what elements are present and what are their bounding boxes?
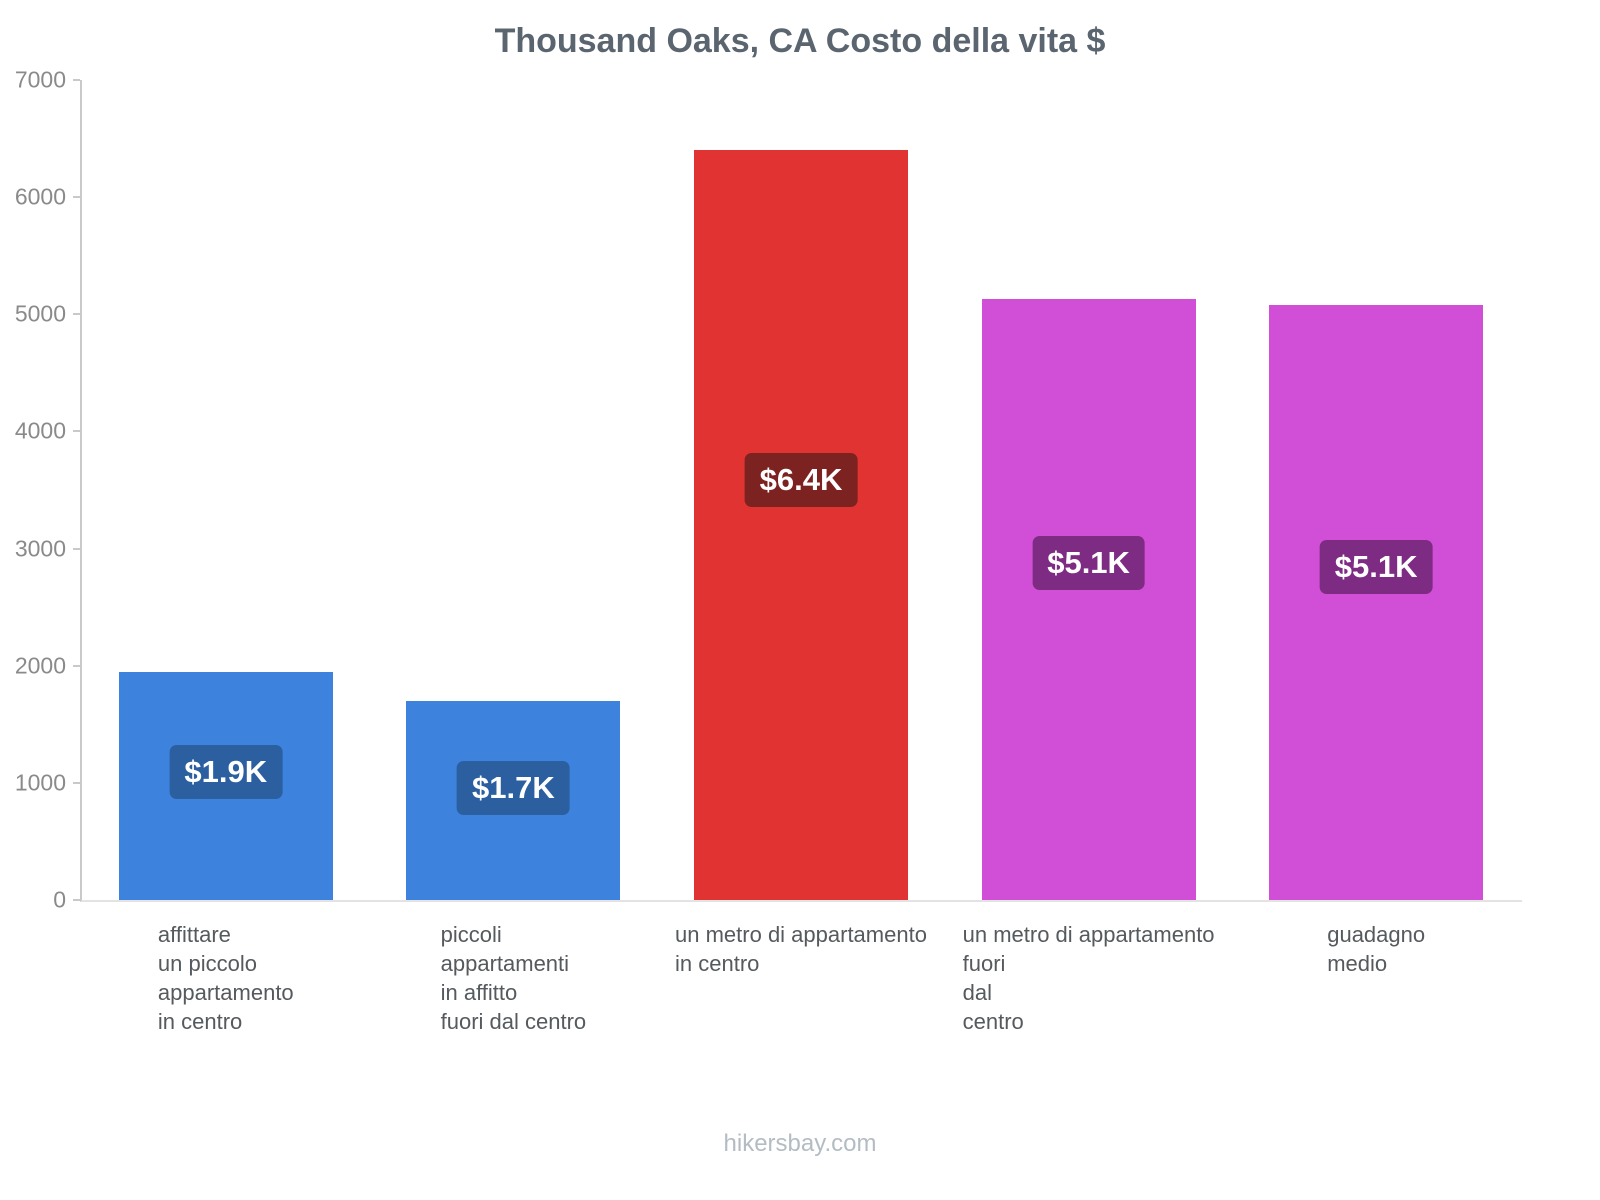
category-labels: affittare un piccolo appartamento in centro… [82, 920, 1520, 1036]
category-label-line: un metro di appartamento [675, 922, 927, 947]
bar: $1.9K [118, 671, 333, 900]
category-label-line: in affitto [440, 980, 518, 1006]
category-cell: affittare un piccolo appartamento in centro [82, 920, 370, 1036]
category-label: un metro di appartamento in centro [675, 920, 927, 1036]
y-axis-tick-mark [73, 664, 80, 667]
bar: $5.1K [1269, 304, 1484, 900]
category-label-line: fuori [962, 951, 1006, 977]
category-label-line: appartamento [157, 980, 294, 1006]
category-label-line: in centro [157, 1009, 243, 1035]
bar-slot: $5.1K [1232, 80, 1520, 900]
value-badge: $1.9K [169, 745, 283, 800]
y-axis-tick-label: 1000 [14, 769, 66, 796]
category-label-line: piccoli [440, 922, 502, 947]
value-badge: $1.7K [457, 761, 570, 816]
y-axis-tick-mark [73, 430, 80, 433]
y-axis-labels: 0 1000 2000 3000 4000 5000 6000 7000 [0, 67, 72, 913]
y-axis-tick-mark [73, 547, 80, 550]
category-cell: un metro di appartamento fuori dal centro [945, 920, 1233, 1036]
category-cell: guadagno medio [1232, 920, 1520, 1036]
category-label: affittare un piccolo appartamento in centro [158, 920, 294, 1036]
bar-slot: $1.9K [82, 80, 370, 900]
category-label-line: centro [962, 1009, 1024, 1035]
category-label: piccoli appartamenti in affitto fuori dal c… [441, 920, 587, 1036]
value-badge: $5.1K [1032, 536, 1145, 591]
y-axis-tick-mark [73, 781, 80, 784]
y-axis-tick-label: 5000 [14, 300, 66, 327]
y-axis-tick-mark [73, 79, 80, 81]
bar: $6.4K [693, 150, 908, 900]
y-axis-tick-label: 7000 [14, 66, 66, 93]
chart-title: Thousand Oaks, CA Costo della vita $ [494, 22, 1106, 60]
value-badge: $6.4K [744, 453, 858, 508]
y-axis-tick-label: 4000 [14, 417, 66, 444]
plot-area [73, 79, 1522, 902]
category-label-line: guadagno [1327, 922, 1426, 947]
bar-slot: $1.7K [370, 80, 658, 900]
y-axis-tick-label: 3000 [14, 535, 66, 562]
y-axis-tick-mark [73, 196, 80, 199]
footer-watermark: hikersbay.com [723, 1130, 877, 1157]
bar: $5.1K [981, 299, 1196, 900]
category-cell: piccoli appartamenti in affitto fuori dal c… [370, 920, 658, 1036]
y-axis-tick-label: 6000 [14, 183, 66, 210]
category-label-line: medio [1327, 951, 1388, 977]
y-axis-tick-mark [73, 899, 80, 901]
category-cell: un metro di appartamento in centro [657, 920, 945, 1036]
y-axis-tick-label: 0 [53, 886, 66, 913]
bars: $1.9K $1.7K $6.4K $5.1K $5.1K [82, 80, 1520, 900]
value-badge: $5.1K [1319, 539, 1433, 594]
y-axis-tick-label: 2000 [14, 652, 66, 679]
category-label-line: dal [962, 980, 992, 1006]
category-label-line: un metro di appartamento [962, 922, 1215, 947]
category-label: guadagno medio [1327, 920, 1425, 1036]
category-label-line: affittare [157, 922, 231, 947]
y-axis-tick-mark [73, 313, 80, 316]
bar-slot: $6.4K [657, 80, 945, 900]
category-label-line: in centro [675, 951, 760, 977]
category-label: un metro di appartamento fuori dal centro [963, 920, 1215, 1036]
category-label-line: appartamenti [440, 951, 570, 977]
category-label-line: un piccolo [157, 951, 257, 977]
category-label-line: fuori dal centro [440, 1009, 587, 1035]
bar: $1.7K [406, 700, 621, 900]
bar-slot: $5.1K [945, 80, 1233, 900]
